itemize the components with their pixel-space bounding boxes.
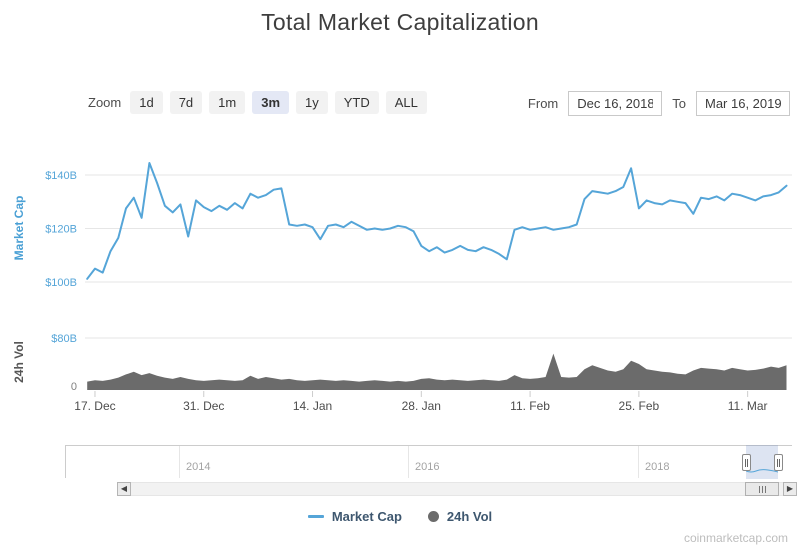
zoom-buttons: 1d 7d 1m 3m 1y YTD ALL	[130, 91, 427, 114]
scrollbar-right-arrow-icon[interactable]: ▶	[783, 482, 797, 496]
market-cap-axis-title: Market Cap	[12, 195, 26, 261]
y-tick-label: $100B	[45, 277, 77, 289]
navigator-series-preview	[745, 469, 779, 473]
zoom-range-selector: Zoom 1d 7d 1m 3m 1y YTD ALL	[88, 91, 427, 114]
to-date-input[interactable]	[696, 91, 790, 116]
from-label: From	[527, 96, 559, 111]
volume-area-series[interactable]	[87, 353, 787, 390]
navigator-year-label: 2016	[415, 461, 440, 473]
volume-axis-title: 24h Vol	[12, 341, 26, 383]
x-tick-label: 14. Jan	[293, 399, 332, 413]
dot-marker-icon	[427, 511, 439, 522]
page-title: Total Market Capitalization	[261, 9, 539, 35]
legend-item-market-cap[interactable]: Market Cap	[307, 509, 402, 524]
x-tick-label: 11. Mar	[728, 399, 768, 413]
zoom-button-ytd[interactable]: YTD	[334, 91, 379, 114]
zoom-button-1y[interactable]: 1y	[296, 91, 328, 114]
zoom-button-all[interactable]: ALL	[385, 91, 427, 114]
zoom-label: Zoom	[88, 95, 122, 110]
line-marker-icon	[307, 515, 324, 518]
navigator[interactable]: 2014 2016 2018	[65, 445, 792, 479]
navigator-window[interactable]	[745, 445, 779, 479]
navigator-gridline	[408, 446, 409, 478]
market-cap-line-series[interactable]	[86, 162, 788, 280]
x-tick-label: 11. Feb	[510, 399, 550, 413]
navigator-right-handle[interactable]	[774, 454, 783, 471]
x-tick-label: 28. Jan	[402, 399, 441, 413]
navigator-year-label: 2014	[186, 461, 211, 473]
from-date-input[interactable]	[568, 91, 663, 116]
legend-label: 24h Vol	[446, 509, 493, 524]
date-range-selector: From To	[528, 91, 790, 116]
scrollbar-track[interactable]: ◀ ▶	[117, 482, 797, 496]
y-tick-label: $80B	[51, 333, 77, 345]
navigator-gridline	[638, 446, 639, 478]
watermark: coinmarketcap.com	[683, 531, 788, 545]
y-tick-label: $140B	[45, 170, 77, 182]
scrollbar-thumb[interactable]	[745, 482, 779, 496]
zoom-button-3m[interactable]: 3m	[252, 91, 290, 114]
x-tick-label: 17. Dec	[74, 399, 115, 413]
zoom-button-1d[interactable]: 1d	[130, 91, 163, 114]
scrollbar-left-arrow-icon[interactable]: ◀	[117, 482, 131, 496]
chart-legend: Market Cap 24h Vol	[0, 509, 800, 524]
zoom-button-7d[interactable]: 7d	[169, 91, 203, 114]
to-label: To	[672, 96, 686, 111]
navigator-left-handle[interactable]	[742, 454, 751, 471]
y-tick-label: 0	[71, 381, 77, 393]
x-tick-label: 31. Dec	[183, 399, 224, 413]
legend-label: Market Cap	[331, 509, 402, 524]
x-tick-label: 25. Feb	[619, 399, 660, 413]
zoom-button-1m[interactable]: 1m	[209, 91, 246, 114]
navigator-year-label: 2018	[645, 461, 670, 473]
y-tick-label: $120B	[45, 224, 77, 236]
navigator-gridline	[179, 446, 180, 478]
legend-item-24h-vol[interactable]: 24h Vol	[427, 509, 493, 524]
